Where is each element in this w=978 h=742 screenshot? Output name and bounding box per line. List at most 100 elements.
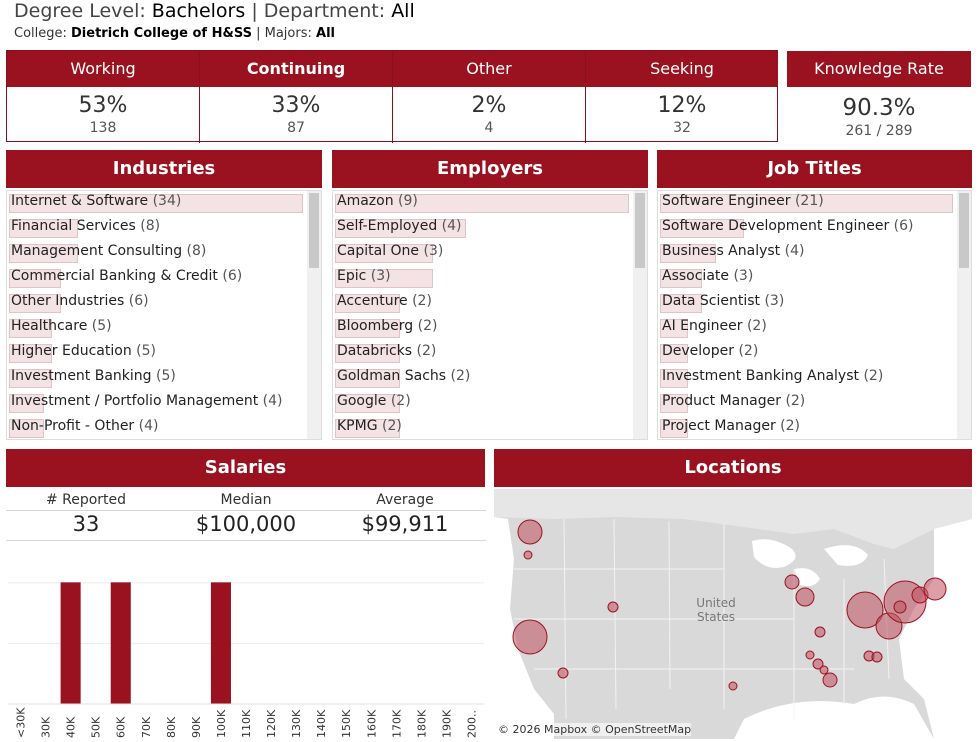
kpi-continuing-education[interactable]: Continuing Education 33% 87: [200, 51, 392, 136]
employer-item[interactable]: Google (2): [333, 391, 647, 416]
employer-item[interactable]: Capital One (3): [333, 241, 647, 266]
job-titles-list[interactable]: Software Engineer (21) Software Developme…: [657, 190, 972, 440]
industry-item[interactable]: Other Industries (6): [7, 291, 321, 316]
employer-item[interactable]: Accenture (2): [333, 291, 647, 316]
industries-list[interactable]: Internet & Software (34) Financial Servic…: [6, 190, 322, 440]
x-tick-label: 150K: [340, 709, 353, 738]
salary-bar[interactable]: [210, 582, 231, 704]
kpi-label: Seeking: [586, 51, 778, 87]
job-title-item-name: Data Scientist: [662, 293, 760, 309]
employer-item-name: Amazon: [337, 193, 394, 209]
scrollbar-thumb[interactable]: [309, 193, 319, 268]
employer-item[interactable]: KPMG (2): [333, 416, 647, 439]
salary-bar[interactable]: [110, 582, 131, 704]
employers-list[interactable]: Amazon (9) Self-Employed (4) Capital One (…: [332, 190, 648, 440]
kpi-other[interactable]: Other 2% 4: [393, 51, 585, 136]
salary-bar[interactable]: [60, 582, 81, 704]
job-title-item-label: Investment Banking Analyst (2): [662, 368, 883, 384]
industry-item-count: (5): [91, 318, 112, 334]
employer-item[interactable]: Epic (3): [333, 266, 647, 291]
industries-title: Industries: [6, 150, 322, 188]
location-bubble: [814, 626, 826, 638]
industry-item-count: (6): [128, 293, 149, 309]
industry-item[interactable]: Healthcare (5): [7, 316, 321, 341]
kpi-percent: 33%: [271, 93, 321, 118]
employer-item-bar: [335, 394, 400, 413]
job-title-item[interactable]: Software Engineer (21): [658, 191, 971, 216]
gulf-of-mexico: [734, 696, 934, 739]
job-titles-scrollbar[interactable]: [957, 191, 971, 439]
divider: [6, 510, 486, 511]
job-title-item-count: (6): [893, 218, 914, 234]
average-label: Average: [376, 492, 434, 508]
employer-item[interactable]: Bloomberg (2): [333, 316, 647, 341]
industry-item[interactable]: Financial Services (8): [7, 216, 321, 241]
job-title-item[interactable]: Business Analyst (4): [658, 241, 971, 266]
industry-item-name: Management Consulting: [11, 243, 183, 259]
job-title-item-count: (2): [738, 343, 759, 359]
scrollbar-thumb[interactable]: [959, 193, 969, 268]
employer-item[interactable]: Databricks (2): [333, 341, 647, 366]
job-title-item[interactable]: Project Manager (2): [658, 416, 971, 439]
employer-item[interactable]: Self-Employed (4): [333, 216, 647, 241]
employers-scrollbar[interactable]: [633, 191, 647, 439]
state-border: [613, 518, 617, 710]
industry-item-label: Commercial Banking & Credit (6): [11, 268, 242, 284]
map-canvas[interactable]: United States: [494, 489, 972, 739]
employer-item-name: Databricks: [337, 343, 413, 359]
kpi-percent: 2%: [471, 93, 507, 118]
job-title-item[interactable]: Associate (3): [658, 266, 971, 291]
industry-item[interactable]: Investment / Portfolio Management (4): [7, 391, 321, 416]
industry-item-bar: [9, 369, 52, 388]
kpi-label: Other: [393, 51, 585, 87]
job-title-item-bar: [660, 244, 716, 263]
job-title-item[interactable]: Data Scientist (3): [658, 291, 971, 316]
industries-scrollbar[interactable]: [307, 191, 321, 439]
report-subtitle: College: Dietrich College of H&SS | Majo…: [14, 26, 335, 41]
job-title-item[interactable]: Software Development Engineer (6): [658, 216, 971, 241]
industry-item[interactable]: Commercial Banking & Credit (6): [7, 266, 321, 291]
x-tick-label: 160K: [365, 709, 378, 738]
industry-item[interactable]: Management Consulting (8): [7, 241, 321, 266]
industry-item-name: Commercial Banking & Credit: [11, 268, 218, 284]
job-title-item[interactable]: Investment Banking Analyst (2): [658, 366, 971, 391]
job-title-item[interactable]: Developer (2): [658, 341, 971, 366]
location-bubble: [805, 650, 815, 660]
location-bubble: [893, 600, 907, 614]
x-tick-label: 190K: [440, 709, 453, 738]
job-title-item-count: (2): [785, 393, 806, 409]
industry-item[interactable]: Investment Banking (5): [7, 366, 321, 391]
industry-item[interactable]: Higher Education (5): [7, 341, 321, 366]
employer-item[interactable]: Amazon (9): [333, 191, 647, 216]
employer-item-count: (3): [370, 268, 391, 284]
industry-item-name: Internet & Software: [11, 193, 149, 209]
x-tick-label: 60K: [115, 716, 128, 738]
map-attribution[interactable]: © 2026 Mapbox © OpenStreetMap: [498, 723, 692, 736]
scrollbar-thumb[interactable]: [635, 193, 645, 268]
employer-item[interactable]: Goldman Sachs (2): [333, 366, 647, 391]
kpi-divider: [585, 51, 586, 143]
industry-item[interactable]: Non-Profit - Other (4): [7, 416, 321, 439]
kpi-label: Knowledge Rate: [787, 51, 971, 87]
kpi-seeking[interactable]: Seeking 12% 32: [586, 51, 778, 136]
job-titles-title: Job Titles: [657, 150, 972, 188]
job-title-item[interactable]: AI Engineer (2): [658, 316, 971, 341]
kpi-knowledge-rate[interactable]: Knowledge Rate 90.3% 261 / 289: [786, 50, 972, 142]
industry-item-count: (5): [156, 368, 176, 384]
kpi-working[interactable]: Working 53% 138: [7, 51, 199, 136]
location-bubble: [517, 519, 543, 545]
kpi-count: 32: [673, 120, 691, 136]
industry-item-label: Internet & Software (34): [11, 193, 181, 209]
industry-item-bar: [9, 294, 61, 313]
location-bubble: [512, 619, 548, 655]
locations-map[interactable]: United States © 2026 Mapbox © Ope: [494, 489, 972, 739]
industry-item-label: Non-Profit - Other (4): [11, 418, 158, 434]
x-tick-label: 40K: [65, 716, 78, 738]
industry-item[interactable]: Internet & Software (34): [7, 191, 321, 216]
industry-item-count: (34): [152, 193, 182, 209]
employer-item-label: KPMG (2): [337, 418, 402, 434]
x-tick-label: 80K: [165, 716, 178, 738]
employer-item-label: Capital One (3): [337, 243, 443, 259]
job-title-item[interactable]: Product Manager (2): [658, 391, 971, 416]
job-title-item-count: (2): [780, 418, 801, 434]
